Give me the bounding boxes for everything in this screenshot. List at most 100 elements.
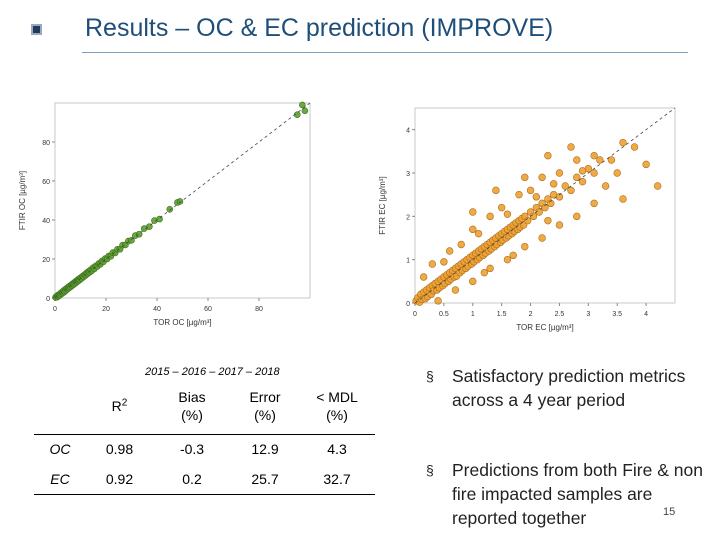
header-bias: Bias (%) <box>153 378 231 434</box>
y-tick-label: 2 <box>406 214 410 221</box>
data-point <box>630 143 639 151</box>
data-point <box>509 251 517 260</box>
data-point <box>532 193 541 201</box>
data-point <box>135 230 143 238</box>
x-tick-label: 3 <box>586 311 590 318</box>
bullet-list: § Satisfactory prediction metrics across… <box>424 364 714 530</box>
header-error: Error (%) <box>231 378 299 434</box>
oc-scatter-chart: 0 20 40 60 80 0 20 40 60 80 TOR OC [µg/m³] FTIR OC … <box>18 101 311 327</box>
data-point <box>469 225 477 234</box>
header-blank <box>34 378 86 434</box>
header-mdl: < MDL (%) <box>299 378 375 434</box>
data-point <box>156 215 163 223</box>
data-point <box>419 273 428 281</box>
bullet-item: § Satisfactory prediction metrics across… <box>424 364 714 412</box>
ec-scatter-chart: 0 0.5 1 1.5 2 2.5 3 3.5 4 0 1 2 3 4 TOR EC [µg/m³] FTIR… <box>378 107 676 332</box>
y-axis-label: FTIR OC [µg/m³] <box>18 171 27 230</box>
x-tick-label: 0 <box>413 311 417 318</box>
row-label: OC <box>49 441 71 458</box>
data-point <box>480 268 489 277</box>
data-point <box>434 297 442 305</box>
x-tick-label: 0 <box>53 306 57 313</box>
x-tick-label: 40 <box>153 306 161 313</box>
data-point <box>521 242 529 251</box>
data-point <box>555 169 564 177</box>
data-point <box>440 258 448 266</box>
data-point <box>515 190 523 199</box>
data-point <box>428 260 437 268</box>
table-row-ec: EC 0.92 0.2 25.7 32.7 <box>34 464 375 494</box>
header-mdl-line2: (%) <box>326 406 348 423</box>
data-point <box>619 138 627 147</box>
data-point <box>601 182 610 190</box>
y-tick-label: 20 <box>42 257 50 264</box>
y-tick-label: 60 <box>42 179 50 186</box>
data-point <box>573 156 581 164</box>
data-point <box>469 208 477 216</box>
section-mark-icon: § <box>426 462 434 478</box>
data-point <box>653 182 662 190</box>
data-point <box>166 205 174 213</box>
data-point <box>523 216 532 225</box>
data-point <box>549 180 558 188</box>
cell-error: 25.7 <box>251 470 279 487</box>
y-tick-label: 0 <box>46 296 50 303</box>
x-tick-label: 1 <box>471 311 475 318</box>
cell-error: 12.9 <box>251 441 279 458</box>
x-tick-label: 2 <box>529 311 533 318</box>
data-point <box>590 199 598 208</box>
cell-bias: 0.2 <box>182 470 202 487</box>
data-point <box>578 167 587 175</box>
cell-bias: -0.3 <box>179 441 205 458</box>
y-tick-label: 0 <box>406 301 410 308</box>
data-point <box>503 210 512 218</box>
data-point <box>561 182 569 190</box>
data-point <box>301 107 309 115</box>
table-row-oc: OC 0.98 -0.3 12.9 4.3 <box>34 434 375 464</box>
data-point <box>607 156 616 164</box>
header-bias-line2: (%) <box>181 406 203 423</box>
data-point <box>567 186 575 195</box>
data-point <box>538 234 546 242</box>
data-point <box>497 203 506 212</box>
data-point <box>521 173 529 182</box>
y-tick-label: 40 <box>42 218 50 225</box>
ec-plot-area: 0 0.5 1 1.5 2 2.5 3 3.5 4 0 1 2 3 4 TOR EC [µg/m³] FTIR… <box>378 107 676 332</box>
header-mdl-line1: < MDL <box>316 388 358 405</box>
title-divider <box>82 52 688 53</box>
x-axis-label: TOR OC [µg/m³] <box>153 318 211 327</box>
data-point <box>596 156 604 164</box>
data-point <box>642 160 650 169</box>
one-to-one-line <box>414 107 676 304</box>
table-period-caption: 2015 – 2016 – 2017 – 2018 <box>145 366 280 378</box>
header-bias-line1: Bias <box>178 388 206 405</box>
data-point <box>503 255 512 264</box>
data-point <box>613 169 621 177</box>
y-axis-label: FTIR EC [µg/m³] <box>378 176 387 234</box>
bullet-item: § Predictions from both Fire & non fire … <box>424 458 714 530</box>
x-tick-label: 20 <box>102 306 110 313</box>
data-point <box>578 177 587 186</box>
cell-mdl: 4.3 <box>327 441 347 458</box>
data-point <box>526 186 535 195</box>
header-r2-label: R <box>111 397 122 414</box>
cell-r2: 0.92 <box>105 470 134 487</box>
oc-plot-area: 0 20 40 60 80 0 20 40 60 80 TOR OC [µg/m³] FTIR OC … <box>18 101 311 327</box>
header-r2-superscript: 2 <box>121 397 128 409</box>
slide-title: Results – OC & EC prediction (IMPROVE) <box>85 14 554 42</box>
x-tick-label: 4 <box>644 311 648 318</box>
metrics-table: R2 Bias (%) Error (%) < MDL (%) OC 0.98 -0.… <box>34 378 375 495</box>
header-error-line2: (%) <box>254 406 276 423</box>
data-point <box>451 286 460 294</box>
header-r2: R2 <box>86 378 153 434</box>
data-point <box>486 264 494 273</box>
data-point <box>547 199 555 208</box>
x-tick-label: 3.5 <box>612 311 622 318</box>
bullet-text: Satisfactory prediction metrics across a… <box>452 366 686 410</box>
title-bullet-icon <box>31 24 42 35</box>
cell-mdl: 32.7 <box>323 470 351 487</box>
section-mark-icon: § <box>426 368 434 384</box>
data-point <box>445 247 454 255</box>
data-point <box>544 151 552 160</box>
table-header-row: R2 Bias (%) Error (%) < MDL (%) <box>34 378 375 434</box>
